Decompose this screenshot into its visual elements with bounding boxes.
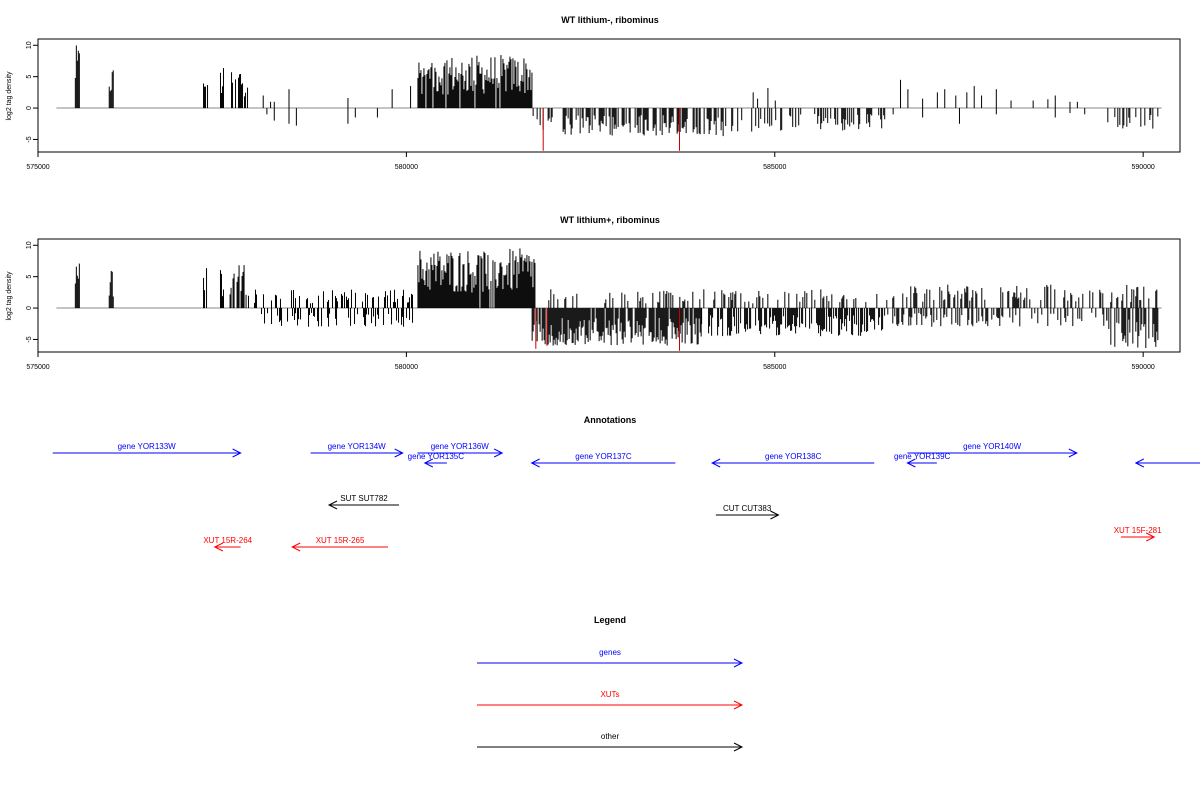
legend-arrow-head bbox=[733, 700, 744, 710]
track-panel-lithium-plus: WT lithium+, ribominus 10 5 0 -5 575000 58000… bbox=[6, 215, 1181, 371]
feature-label: XUT 15R-265 bbox=[316, 536, 365, 545]
feature-label: CUT CUT383 bbox=[723, 504, 772, 513]
y-tick-label: 10 bbox=[26, 41, 33, 49]
feature-arrow-head bbox=[530, 458, 540, 468]
feature-label: XUT 15R-264 bbox=[203, 536, 252, 545]
axis-ticks: 10 5 0 -5 575000 580000 585000 590000 bbox=[26, 241, 1155, 371]
feature-label: gene YOR139C bbox=[894, 452, 951, 461]
axis-ticks: 10 5 0 -5 575000 580000 585000 590000 bbox=[26, 41, 1155, 171]
x-tick-label: 585000 bbox=[763, 364, 786, 371]
y-tick-label: -5 bbox=[26, 336, 33, 342]
feature-arrow-head bbox=[1068, 448, 1078, 458]
y-tick-label: 10 bbox=[26, 241, 33, 249]
feature-label: gene YOR137C bbox=[575, 452, 632, 461]
legend-items: genes XUTs other bbox=[477, 648, 744, 752]
feature-arrow-head bbox=[770, 510, 780, 520]
y-tick-label: -5 bbox=[26, 136, 33, 142]
y-tick-label: 5 bbox=[26, 75, 33, 79]
track-panel-lithium-minus: WT lithium-, ribominus 10 5 0 -5 575000 58000… bbox=[6, 15, 1181, 171]
feature-arrow-head bbox=[213, 542, 224, 552]
legend-label: XUTs bbox=[600, 690, 619, 699]
legend-arrow-head bbox=[733, 742, 744, 752]
panel-title: WT lithium-, ribominus bbox=[561, 15, 659, 25]
bar-series bbox=[56, 45, 1162, 151]
y-tick-label: 5 bbox=[26, 275, 33, 279]
feature-label: gene YOR134W bbox=[328, 442, 387, 451]
feature-arrow-head bbox=[711, 458, 721, 468]
x-tick-label: 575000 bbox=[26, 364, 49, 371]
annotations-track: Annotations gene YOR133W gene YOR134W gene… bbox=[52, 415, 1200, 552]
legend-title: Legend bbox=[594, 615, 626, 625]
feature-arrow-head bbox=[906, 458, 916, 468]
feature-arrow-head bbox=[394, 448, 404, 458]
plot-frame bbox=[37, 38, 1181, 153]
feature-arrow-head bbox=[232, 448, 242, 458]
feature-arrow-head bbox=[1134, 458, 1145, 468]
x-tick-label: 575000 bbox=[26, 164, 49, 171]
feature-arrow-head bbox=[291, 542, 301, 552]
x-tick-label: 590000 bbox=[1131, 364, 1154, 371]
feature-arrow-head bbox=[1145, 532, 1156, 542]
x-tick-label: 585000 bbox=[763, 164, 786, 171]
feature-label: gene YOR136W bbox=[431, 442, 490, 451]
y-axis-label: log2 tag density bbox=[6, 71, 13, 121]
x-tick-label: 580000 bbox=[395, 364, 418, 371]
annotations-title: Annotations bbox=[584, 415, 637, 425]
feature-label: gene YOR140W bbox=[963, 442, 1022, 451]
panel-title: WT lithium+, ribominus bbox=[560, 215, 660, 225]
feature-arrow-head bbox=[423, 458, 434, 468]
y-tick-label: 0 bbox=[26, 106, 33, 110]
feature-label: gene YOR135C bbox=[408, 452, 465, 461]
feature-arrow-head bbox=[327, 500, 338, 510]
feature-label: gene YOR138C bbox=[765, 452, 822, 461]
bar-series bbox=[56, 248, 1162, 351]
legend-arrow-head bbox=[733, 658, 744, 668]
y-tick-label: 0 bbox=[26, 306, 33, 310]
feature-label: gene YOR133W bbox=[118, 442, 177, 451]
legend-label: genes bbox=[599, 648, 621, 657]
x-tick-label: 590000 bbox=[1131, 164, 1154, 171]
feature-label: SUT SUT782 bbox=[340, 494, 388, 503]
y-axis-label: log2 tag density bbox=[6, 271, 13, 321]
x-tick-label: 580000 bbox=[395, 164, 418, 171]
plot-frame bbox=[37, 238, 1181, 353]
feature-arrow-head bbox=[493, 448, 504, 458]
legend: Legend genes XUTs other bbox=[477, 615, 744, 752]
legend-label: other bbox=[601, 732, 620, 741]
feature-label: XUT 15F-281 bbox=[1114, 526, 1162, 535]
